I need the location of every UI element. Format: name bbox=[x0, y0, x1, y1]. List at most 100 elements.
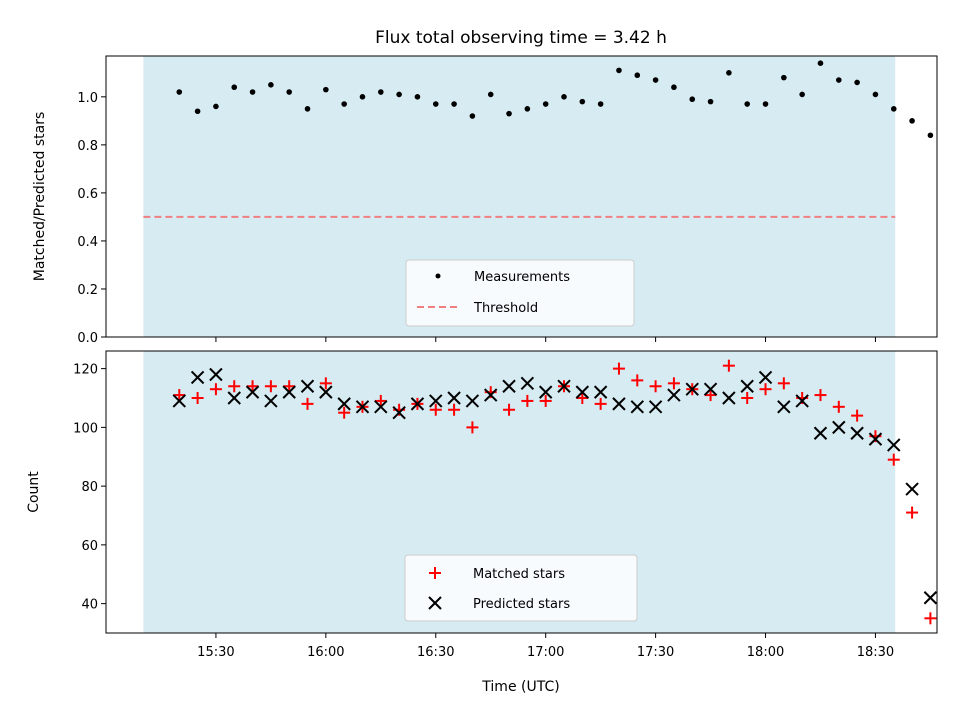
top-y-tick-label: 1.0 bbox=[77, 91, 98, 106]
matched-star-point bbox=[209, 383, 222, 396]
predicted-star-point bbox=[905, 482, 919, 496]
measurement-point bbox=[799, 91, 805, 98]
matched-star-point bbox=[612, 362, 625, 375]
predicted-star-point bbox=[593, 385, 608, 399]
predicted-star-point bbox=[850, 426, 864, 440]
matched-star-point bbox=[704, 389, 717, 402]
matched-star-point bbox=[301, 397, 314, 410]
matched-star-point bbox=[466, 421, 479, 434]
measurement-point bbox=[469, 113, 476, 119]
measurement-point bbox=[176, 89, 183, 95]
predicted-star-point bbox=[923, 591, 938, 605]
predicted-star-point bbox=[245, 385, 260, 399]
matched-star-point bbox=[741, 392, 754, 404]
measurement-point bbox=[579, 98, 586, 105]
matched-star-point bbox=[228, 380, 241, 393]
predicted-star-point bbox=[447, 391, 461, 405]
top-y-tick-label: 0.0 bbox=[77, 331, 98, 346]
matched-star-point bbox=[264, 380, 277, 393]
bottom-x-ticks: 15:30 16:00 16:30 17:00 17:30 18:00 18:30 bbox=[197, 633, 894, 660]
measurement-point bbox=[451, 101, 457, 107]
predicted-star-point bbox=[703, 382, 718, 396]
measurement-point bbox=[194, 108, 201, 115]
x-tick-label: 16:00 bbox=[307, 645, 344, 660]
measurement-point bbox=[744, 101, 751, 107]
measurement-point bbox=[634, 72, 641, 79]
measurement-point bbox=[213, 103, 219, 110]
matched-star-point bbox=[832, 400, 845, 413]
measurement-point bbox=[268, 82, 274, 88]
matched-star-point bbox=[667, 377, 680, 390]
measurement-point bbox=[762, 101, 769, 107]
measurement-point bbox=[781, 74, 787, 81]
predicted-star-point bbox=[484, 388, 498, 402]
matched-star-point bbox=[814, 389, 827, 402]
predicted-star-point bbox=[190, 370, 205, 385]
predicted-star-point bbox=[538, 385, 553, 399]
predicted-star-point bbox=[429, 394, 443, 408]
measurement-point bbox=[304, 106, 311, 112]
measurement-point bbox=[359, 94, 366, 100]
predicted-star-point bbox=[795, 394, 809, 408]
legend-matched-marker bbox=[429, 567, 441, 579]
measurement-point bbox=[890, 106, 897, 112]
matched-star-point bbox=[631, 374, 644, 387]
matched-star-point bbox=[246, 380, 259, 393]
measurement-point bbox=[432, 101, 439, 107]
matched-star-point bbox=[539, 394, 552, 407]
count-points bbox=[172, 359, 938, 625]
matched-star-point bbox=[887, 453, 900, 466]
measurement-point bbox=[378, 89, 384, 95]
matched-star-point bbox=[191, 392, 204, 404]
matched-star-point bbox=[759, 383, 772, 396]
measurement-point bbox=[323, 86, 329, 93]
measurement-point bbox=[836, 77, 842, 83]
predicted-star-point bbox=[868, 432, 883, 446]
x-tick-label: 18:00 bbox=[747, 645, 784, 660]
predicted-star-point bbox=[813, 426, 828, 440]
measurement-point bbox=[542, 101, 549, 107]
predicted-star-point bbox=[355, 400, 370, 414]
bottom-y-ticks: 40 60 80 100 120 bbox=[73, 363, 106, 613]
matched-star-point bbox=[283, 380, 296, 393]
x-axis-label: Time (UTC) bbox=[481, 679, 559, 695]
predicted-star-point bbox=[887, 438, 901, 452]
top-x-ticks bbox=[215, 337, 876, 342]
matched-star-point bbox=[173, 389, 186, 402]
legend-matched-stars: Matched stars bbox=[473, 567, 565, 582]
top-y-tick-label: 0.2 bbox=[77, 283, 98, 298]
matched-star-point bbox=[319, 377, 332, 390]
bottom-legend: Matched stars Predicted stars bbox=[404, 554, 638, 622]
predicted-star-point bbox=[337, 397, 351, 411]
predicted-star-point bbox=[282, 385, 296, 399]
top-legend: Measurements Threshold bbox=[405, 259, 635, 327]
top-y-ticks: 0.0 0.2 0.4 0.6 0.8 1.0 bbox=[77, 91, 106, 346]
predicted-star-point bbox=[227, 391, 241, 405]
x-tick-label: 17:30 bbox=[637, 645, 674, 660]
predicted-star-point bbox=[777, 400, 791, 414]
predicted-star-point bbox=[392, 405, 406, 420]
bottom-plot-frame bbox=[105, 350, 938, 634]
matched-star-point bbox=[521, 394, 534, 407]
measurement-point bbox=[817, 60, 824, 67]
predicted-star-point bbox=[557, 379, 571, 393]
predicted-star-point bbox=[612, 397, 626, 411]
legend-predicted-stars: Predicted stars bbox=[473, 597, 570, 612]
measurement-point bbox=[927, 132, 934, 139]
top-y-tick-label: 0.8 bbox=[77, 139, 98, 154]
measurement-point bbox=[671, 84, 677, 91]
matched-star-point bbox=[906, 506, 919, 519]
predicted-star-point bbox=[630, 400, 644, 414]
measurement-point bbox=[597, 101, 604, 107]
predicted-star-point bbox=[520, 376, 535, 391]
top-y-axis-label: Matched/Predicted stars bbox=[32, 112, 48, 282]
measurement-point bbox=[524, 106, 531, 112]
measurement-point bbox=[872, 91, 879, 98]
measurements-points bbox=[176, 60, 934, 139]
bottom-y-tick-label: 60 bbox=[81, 539, 98, 554]
chart-title: Flux total observing time = 3.42 h bbox=[375, 28, 667, 48]
predicted-star-point bbox=[209, 367, 223, 382]
predicted-star-point bbox=[722, 391, 736, 405]
matched-star-point bbox=[503, 403, 516, 416]
bottom-y-axis-label: Count bbox=[26, 471, 42, 513]
